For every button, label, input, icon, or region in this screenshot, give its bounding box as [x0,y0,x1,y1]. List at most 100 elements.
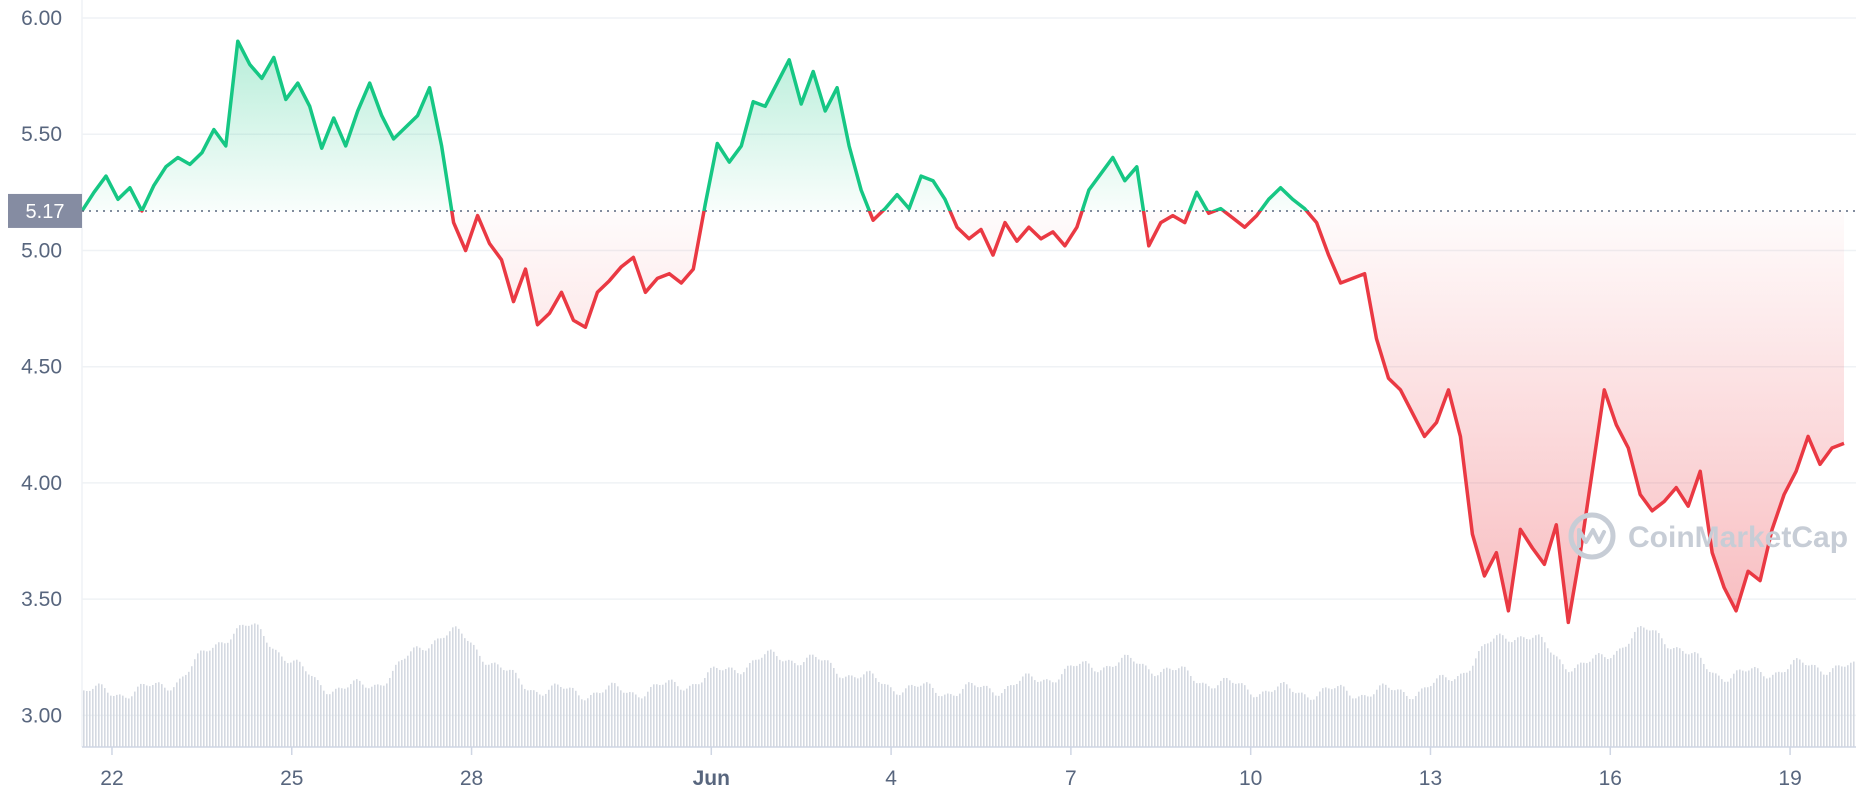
volume-bar [590,694,592,747]
volume-bar [1511,642,1513,747]
volume-bar [950,694,952,747]
volume-bar [1664,644,1666,747]
volume-bar [926,682,928,747]
volume-bar [86,690,88,747]
reference-line-group: 5.17 [8,193,1856,228]
volume-bar [1067,665,1069,747]
volume-bar [1352,698,1354,747]
volume-bar [1724,681,1726,747]
volume-bar [1049,680,1051,747]
volume-bar [1610,658,1612,747]
volume-bar [1028,673,1030,747]
volume-bar [632,692,634,747]
volume-bar [548,689,550,747]
volume-bar [1568,672,1570,747]
volume-bar [1793,659,1795,747]
volume-bar [1355,698,1357,747]
volume-bar [812,654,814,747]
volume-bar [1718,675,1720,747]
volume-bar [1643,627,1645,747]
volume-bar [227,642,229,747]
volume-bar [140,683,142,747]
volume-bar [1040,681,1042,747]
volume-bar [1325,687,1327,747]
volume-bar [275,649,277,747]
volume-bar [1133,661,1135,747]
volume-bar [494,662,496,747]
volume-bar [1088,663,1090,747]
volume-bar [254,623,256,747]
volume-bar [1754,666,1756,747]
volume-bar [704,678,706,747]
volume-bar [1469,670,1471,747]
volume-bar [1625,646,1627,747]
volume-bar [281,656,283,747]
volume-bar [1343,686,1345,747]
volume-bar [395,664,397,747]
volume-bar [533,690,535,747]
volume-bar [1037,681,1039,747]
volume-bar [1283,682,1285,747]
volume-bar [1634,631,1636,747]
volume-bar [326,694,328,747]
volume-bar [1079,663,1081,747]
volume-bar [824,660,826,747]
x-tick-label: 25 [280,767,303,790]
volume-bar [947,693,949,747]
volume-bar [1346,690,1348,747]
volume-bar [572,687,574,747]
volume-bar [1703,663,1705,747]
volume-bar [983,685,985,747]
volume-bar [1046,679,1048,747]
volume-bar [221,642,223,747]
volume-bar [1697,653,1699,747]
volume-bar [851,675,853,747]
volume-bar [794,663,796,747]
volume-bar [1832,668,1834,747]
volume-bar [1700,657,1702,747]
volume-bar [920,685,922,747]
volume-bar [749,662,751,747]
price-lines [80,39,1845,625]
volume-bar [1298,692,1300,747]
volume-bar [662,684,664,747]
volume-bar [1835,665,1837,747]
volume-bar [1541,636,1543,747]
volume-bar [992,692,994,747]
volume-bar [1412,699,1414,747]
volume-bar [1295,693,1297,747]
volume-bar [830,662,832,747]
volume-bar [1085,661,1087,747]
volume-bar [116,694,118,747]
volume-bar [218,642,220,747]
volume-bar [1751,668,1753,747]
volume-bar [1016,684,1018,747]
volume-bar [1622,647,1624,747]
volume-bar [854,677,856,747]
volume-bar [119,694,121,747]
volume-bar [1595,654,1597,747]
volume-bar [1691,653,1693,747]
volume-bar [737,673,739,747]
volume-bar [1139,663,1141,747]
volume-bar [1112,666,1114,747]
volume-bar [770,649,772,747]
volume-bar [470,642,472,747]
volume-bar [1577,664,1579,747]
volume-bar [545,693,547,747]
volume-bar [149,686,151,747]
volume-bar [1808,665,1810,747]
x-tick-label: 10 [1239,767,1262,790]
volume-bar [845,676,847,747]
volume-bar [1706,669,1708,747]
volume-bar [1034,680,1036,747]
volume-bar [1628,643,1630,747]
volume-bar [1574,668,1576,747]
volume-bar [608,685,610,747]
volume-bar [1259,694,1261,747]
volume-bar [290,662,292,747]
volume-bar [365,687,367,747]
volume-bar [185,674,187,747]
volume-bar [479,655,481,747]
volume-bar [725,668,727,747]
